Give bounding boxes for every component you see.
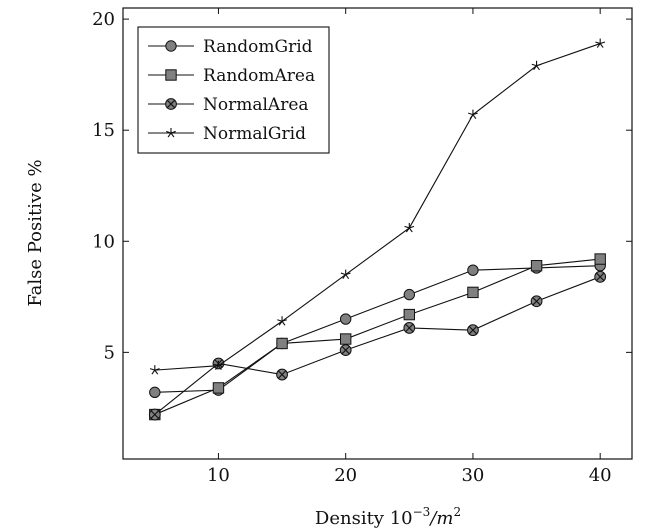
data-point-normalarea bbox=[594, 270, 607, 283]
plot-frame bbox=[122, 7, 633, 460]
data-point-normalgrid bbox=[404, 222, 415, 233]
data-point-normalarea bbox=[339, 344, 352, 357]
series-line-randomarea bbox=[154, 258, 601, 416]
legend-label-randomarea: RandomArea bbox=[203, 66, 315, 86]
data-point-normalgrid bbox=[595, 38, 606, 48]
series-randomgrid bbox=[149, 260, 606, 399]
x-axis-label-unit-exponent: 2 bbox=[453, 505, 461, 519]
y-tick-label: 10 bbox=[92, 231, 115, 252]
data-point-randomarea bbox=[594, 253, 606, 265]
legend-label-normalgrid: NormalGrid bbox=[203, 124, 306, 144]
x-axis-label: Density 10−3/m2 bbox=[315, 505, 461, 529]
series-normalgrid bbox=[149, 38, 606, 375]
data-point-normalgrid bbox=[213, 360, 224, 371]
series-line-normalgrid bbox=[154, 43, 601, 371]
data-point-normalgrid bbox=[468, 109, 478, 120]
x-tick-label: 20 bbox=[334, 465, 357, 486]
y-tick-label: 15 bbox=[92, 120, 115, 141]
series-line-randomgrid bbox=[154, 265, 601, 393]
x-axis-label-unit: /m bbox=[428, 508, 453, 529]
data-point-randomgrid bbox=[467, 264, 479, 276]
legend-marker-normalgrid bbox=[166, 128, 176, 138]
legend-marker-normalarea bbox=[165, 98, 177, 110]
data-point-normalgrid bbox=[149, 365, 160, 375]
data-point-normalarea bbox=[403, 322, 416, 334]
y-tick-label: 20 bbox=[92, 9, 115, 30]
data-point-normalgrid bbox=[340, 269, 351, 279]
data-point-normalarea bbox=[276, 368, 288, 381]
data-point-randomarea bbox=[339, 333, 352, 345]
x-tick-label: 40 bbox=[589, 465, 612, 486]
data-point-randomarea bbox=[212, 382, 225, 394]
x-axis-label-base: Density 10 bbox=[315, 508, 413, 529]
data-point-randomgrid bbox=[149, 386, 161, 399]
y-tick-label: 5 bbox=[104, 342, 115, 363]
legend: RandomGrid RandomArea NormalArea NormalGrid bbox=[137, 26, 330, 154]
legend-marker-randomarea bbox=[165, 69, 177, 81]
y-axis-label: False Positive % bbox=[25, 159, 46, 306]
data-point-normalgrid bbox=[277, 316, 287, 326]
data-point-randomgrid bbox=[339, 313, 352, 325]
legend-entry-randomarea: RandomArea bbox=[148, 66, 315, 86]
x-axis-label-exponent: −3 bbox=[413, 505, 431, 519]
series-line-normalarea bbox=[154, 276, 601, 415]
data-point-normalgrid bbox=[531, 60, 542, 71]
legend-entry-normalgrid: NormalGrid bbox=[148, 124, 306, 144]
series-normalarea bbox=[148, 270, 607, 421]
x-tick-label: 10 bbox=[207, 465, 230, 486]
legend-entry-randomgrid: RandomGrid bbox=[148, 37, 313, 57]
axis-ticks: 10 20 30 40 5 10 15 20 bbox=[92, 8, 632, 486]
legend-label-randomgrid: RandomGrid bbox=[203, 37, 313, 57]
legend-marker-randomgrid bbox=[165, 40, 177, 52]
legend-label-normalarea: NormalArea bbox=[203, 95, 309, 115]
data-point-randomarea bbox=[403, 308, 416, 321]
data-point-randomarea bbox=[530, 260, 543, 272]
data-point-normalarea bbox=[530, 295, 543, 308]
data-point-randomarea bbox=[467, 286, 479, 299]
series-layer bbox=[148, 38, 607, 421]
legend-entry-normalarea: NormalArea bbox=[148, 95, 309, 115]
data-point-randomgrid bbox=[403, 288, 416, 301]
data-point-randomarea bbox=[276, 337, 288, 350]
data-point-normalarea bbox=[467, 324, 479, 337]
x-tick-label: 30 bbox=[461, 465, 484, 486]
data-point-normalarea bbox=[148, 408, 161, 421]
